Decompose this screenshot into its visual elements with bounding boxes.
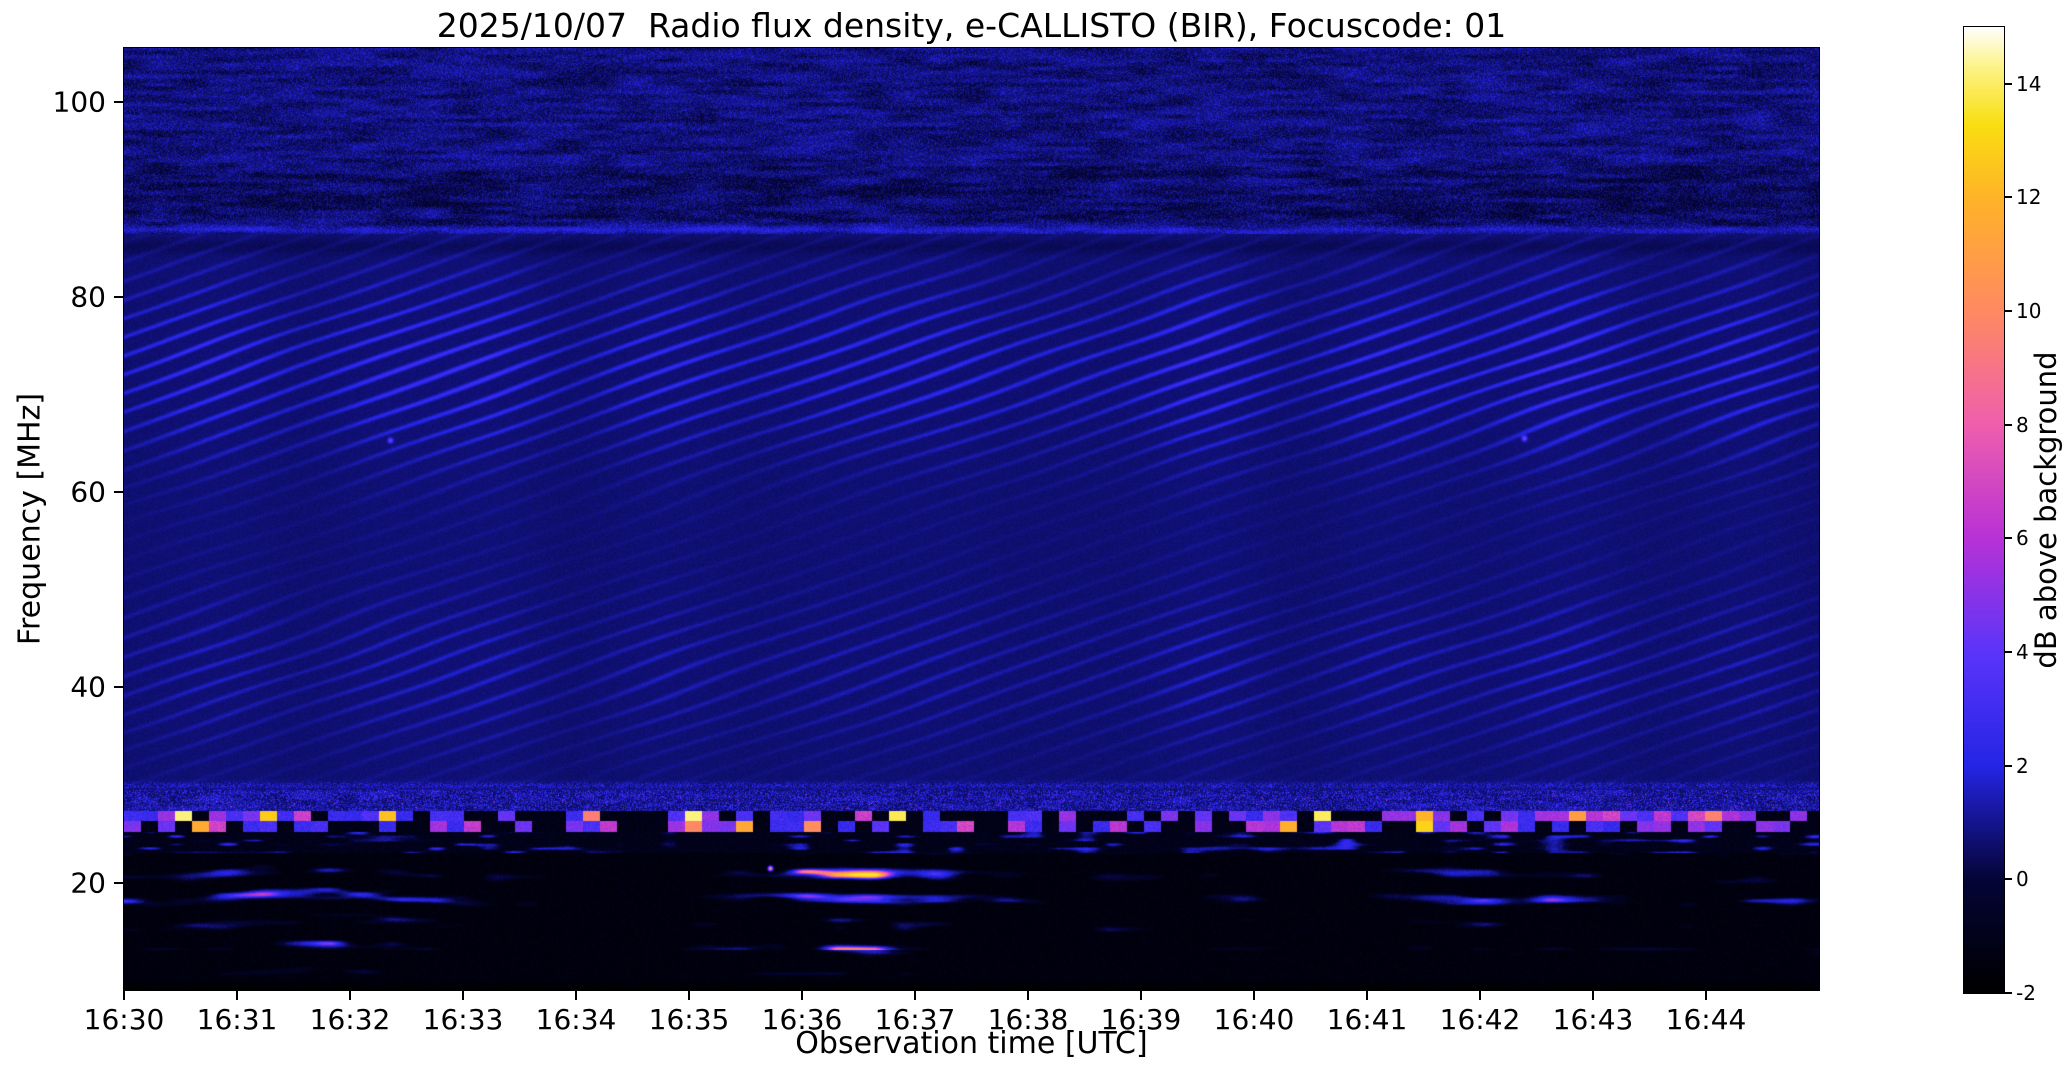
x-tick-label: 16:40	[1213, 1003, 1295, 1036]
colorbar-tick-mark	[2005, 537, 2012, 540]
x-tick-mark	[1479, 991, 1481, 1000]
x-tick-label: 16:38	[987, 1003, 1069, 1036]
y-tick-mark	[114, 881, 123, 884]
colorbar-tick-label: 2	[2016, 753, 2029, 778]
x-tick-mark	[236, 991, 238, 1000]
y-tick-label: 40	[70, 670, 106, 704]
x-tick-label: 16:34	[535, 1003, 617, 1036]
colorbar-tick-label: -2	[2016, 981, 2036, 1005]
x-tick-label: 16:31	[196, 1003, 278, 1036]
x-tick-label: 16:30	[83, 1003, 165, 1036]
y-tick-label: 80	[70, 280, 106, 314]
colorbar-tick-label: 10	[2016, 299, 2042, 324]
colorbar-tick-mark	[2005, 651, 2012, 654]
x-tick-label: 16:41	[1326, 1003, 1408, 1036]
y-tick-mark	[114, 491, 123, 494]
x-tick-label: 16:43	[1552, 1003, 1634, 1036]
x-tick-label: 16:44	[1665, 1003, 1747, 1036]
colorbar-tick-mark	[2005, 310, 2012, 313]
x-tick-mark	[575, 991, 577, 1000]
colorbar-tick-label: 0	[2016, 867, 2029, 892]
colorbar-tick-label: 8	[2016, 412, 2029, 437]
y-tick-label: 20	[70, 866, 106, 900]
y-tick-mark	[114, 686, 123, 689]
x-tick-mark	[1140, 991, 1142, 1000]
colorbar-label: dB above background	[2029, 351, 2063, 669]
x-tick-label: 16:37	[874, 1003, 956, 1036]
x-tick-label: 16:35	[648, 1003, 730, 1036]
colorbar-tick-mark	[2005, 196, 2012, 199]
colorbar-tick-mark	[2005, 423, 2012, 426]
colorbar-tick-label: 12	[2016, 185, 2042, 210]
colorbar-tick-mark	[2005, 878, 2012, 881]
x-tick-label: 16:39	[1100, 1003, 1182, 1036]
y-tick-label: 60	[70, 475, 106, 509]
x-tick-mark	[1027, 991, 1029, 1000]
spectrogram-heatmap	[124, 48, 1819, 990]
colorbar-tick-mark	[2005, 992, 2012, 994]
x-tick-mark	[1253, 991, 1255, 1000]
x-tick-label: 16:32	[309, 1003, 391, 1036]
colorbar-tick-mark	[2005, 764, 2012, 767]
x-tick-mark	[462, 991, 464, 1000]
colorbar-tick-label: 6	[2016, 526, 2029, 551]
x-tick-label: 16:36	[761, 1003, 843, 1036]
x-tick-mark	[123, 991, 125, 1000]
x-tick-mark	[1705, 991, 1707, 1000]
x-tick-mark	[1592, 991, 1594, 1000]
x-tick-label: 16:33	[422, 1003, 504, 1036]
x-tick-mark	[349, 991, 351, 1000]
x-tick-mark	[1366, 991, 1368, 1000]
x-tick-label: 16:42	[1439, 1003, 1521, 1036]
y-tick-label: 100	[52, 85, 106, 119]
x-tick-mark	[801, 991, 803, 1000]
x-tick-mark	[688, 991, 690, 1000]
colorbar-tick-label: 14	[2016, 71, 2042, 96]
y-tick-mark	[114, 100, 123, 103]
y-axis-label: Frequency [MHz]	[12, 392, 48, 646]
x-axis-label: Observation time [UTC]	[795, 1026, 1148, 1061]
colorbar-frame	[1963, 26, 2005, 994]
chart-title: 2025/10/07 Radio flux density, e-CALLIST…	[436, 6, 1507, 45]
x-tick-mark	[914, 991, 916, 1000]
colorbar-tick-mark	[2005, 82, 2012, 85]
colorbar-tick-label: 4	[2016, 640, 2029, 665]
colorbar-gradient	[1964, 27, 2004, 993]
y-tick-mark	[114, 295, 123, 298]
